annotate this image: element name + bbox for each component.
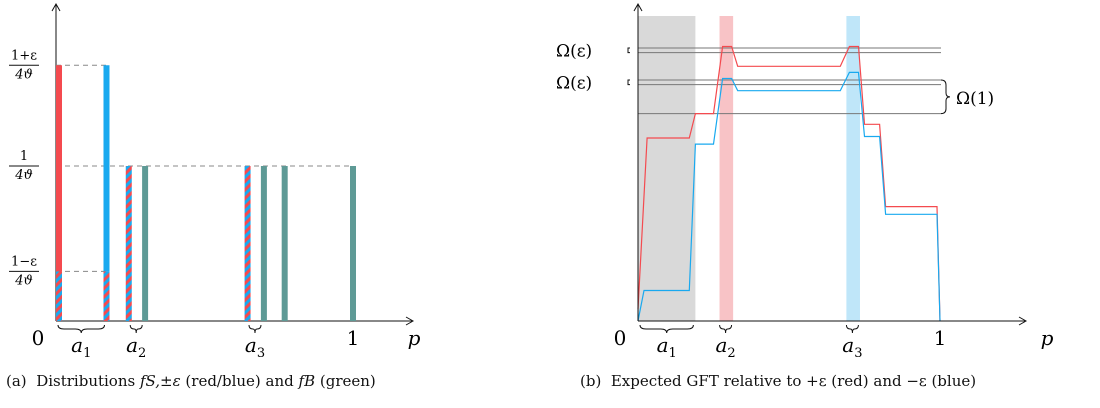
bar-2-seg-0: [125, 166, 132, 321]
bar-0-seg-1: [56, 65, 62, 272]
brace-label-a2: a2: [126, 333, 146, 361]
brace-a3: [845, 324, 859, 334]
y-label-mid-num: 1: [20, 149, 28, 164]
bar-3-seg-0: [142, 166, 149, 321]
y-axis-arrow: [633, 2, 643, 12]
caption-a-tag: (a): [6, 372, 27, 390]
x-tick-label-0: 1: [347, 326, 360, 350]
band-1: [719, 16, 734, 321]
series-line-red: [637, 45, 941, 322]
y-label-low-den: 4ϑ: [14, 273, 33, 288]
bar-7-seg-0: [350, 166, 356, 321]
caption-a-prefix: Distributions: [36, 372, 140, 390]
y-axis-arrow: [51, 2, 61, 12]
bar-6-seg-0: [281, 166, 288, 321]
panel-b-expected-gft: Ω(ε) Ω(ε) Ω(1) 0 1 p a1 a2 a3: [556, 2, 1054, 361]
caption-b-text: Expected GFT relative to +ε (red) and −ε…: [610, 372, 977, 390]
caption-b: (b) Expected GFT relative to +ε (red) an…: [580, 372, 976, 390]
bar-4-seg-0: [244, 166, 251, 321]
band-0: [638, 16, 696, 321]
brace-label-a2: a2: [715, 333, 735, 361]
annotation-omega-eps-mid: Ω(ε): [556, 74, 592, 94]
caption-a: (a) Distributions fS,±ε (red/blue) and f…: [6, 372, 376, 390]
brace-label-a1: a1: [657, 333, 677, 361]
y-label-mid-den: 4ϑ: [14, 168, 33, 183]
band-2: [846, 16, 860, 321]
origin-label: 0: [32, 326, 45, 350]
bar-0-seg-0: [56, 271, 62, 321]
brace-label-a1: a1: [71, 333, 91, 361]
x-axis-arrow: [405, 316, 415, 326]
y-label-low-num: 1−ε: [11, 254, 37, 269]
brace-a3: [248, 324, 262, 334]
annotation-bracket-mid: [627, 79, 630, 86]
x-axis-arrow: [1018, 316, 1028, 326]
annotation-omega-one: Ω(1): [956, 89, 994, 109]
brace-a2: [719, 324, 733, 334]
y-label-high-num: 1+ε: [11, 48, 37, 63]
brace-a1: [57, 324, 105, 334]
x-tick-label-0: 1: [934, 326, 947, 350]
annotation-omega-eps-top: Ω(ε): [556, 42, 592, 62]
x-axis-label: p: [1041, 326, 1054, 350]
bar-1-seg-1: [103, 65, 110, 272]
annotation-bracket-top: [627, 47, 630, 54]
brace-label-a3: a3: [245, 333, 265, 361]
caption-a-fb: fB: [298, 372, 316, 390]
panel-a-distributions: 1+ε 4ϑ 1 4ϑ 1−ε 4ϑ 0 1 p a1 a2 a3: [9, 2, 421, 361]
annotation-brace-omega-one: [940, 79, 951, 115]
origin-label: 0: [614, 326, 627, 350]
series-line-blue: [637, 71, 941, 322]
caption-a-suffix: (green): [315, 372, 376, 390]
bar-1-seg-0: [103, 271, 110, 321]
brace-a1: [639, 324, 694, 334]
bar-5-seg-0: [260, 166, 267, 321]
brace-a2: [129, 324, 143, 334]
caption-a-mid: (red/blue) and: [180, 372, 299, 390]
x-axis-label: p: [408, 326, 421, 350]
caption-b-tag: (b): [580, 372, 602, 390]
brace-label-a3: a3: [842, 333, 862, 361]
caption-a-fs: fS,±ε: [139, 372, 181, 390]
y-label-high-den: 4ϑ: [14, 67, 33, 82]
